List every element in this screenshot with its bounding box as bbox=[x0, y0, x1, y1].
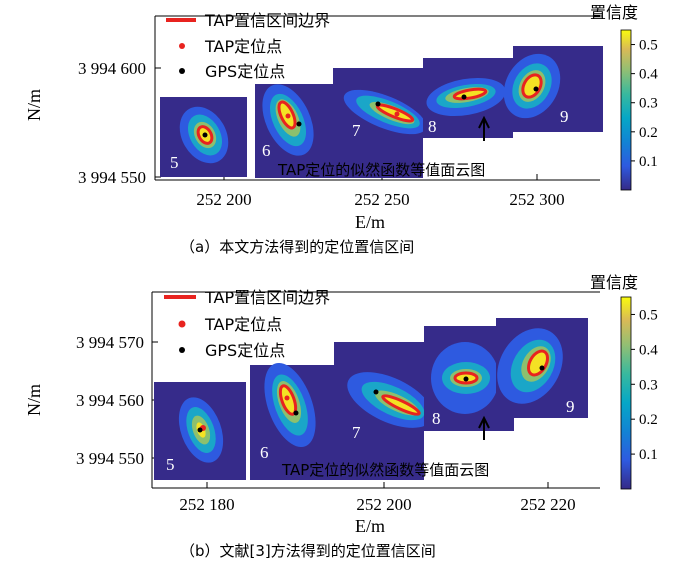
y-tick-label-b-1: 3 994 560 bbox=[76, 391, 144, 410]
legend-marker-tap bbox=[179, 43, 185, 49]
contour-panel-b-9: 9 bbox=[496, 318, 588, 418]
legend-a: TAP置信区间边界 TAP定位点 GPS定位点 bbox=[166, 11, 330, 81]
gps-point bbox=[293, 410, 299, 416]
colorbar-bar-b bbox=[620, 296, 632, 490]
y-tick-label-b-2: 3 994 550 bbox=[76, 449, 144, 468]
panel-label-a-9: 9 bbox=[560, 107, 569, 126]
gps-point bbox=[373, 389, 379, 395]
contour-panel-a-5: 5 bbox=[160, 97, 247, 177]
annotation-text-b: TAP定位的似然函数等值面云图 bbox=[281, 461, 489, 479]
caption-a: （a）本文方法得到的定位置信区间 bbox=[180, 238, 414, 256]
panel-label-a-8: 8 bbox=[428, 117, 437, 136]
colorbar-tick-label: 0.4 bbox=[639, 67, 658, 83]
confidence-boundary bbox=[381, 394, 421, 416]
colorbar-ticks-b: 0.1 0.2 0.3 0.4 0.5 bbox=[631, 307, 658, 463]
contour-panel-b-6: 6 bbox=[250, 362, 334, 480]
gps-point bbox=[463, 376, 469, 382]
colorbar-tick-label: 0.5 bbox=[639, 38, 658, 54]
gps-point bbox=[461, 94, 467, 100]
colorbar-tick-label: 0.3 bbox=[639, 96, 658, 112]
panel-label-a-6: 6 bbox=[262, 141, 271, 160]
x-tick-label-b-0: 252 180 bbox=[179, 495, 234, 514]
gps-point bbox=[197, 427, 203, 433]
subplot-a: 3 994 600 3 994 550 N/m 252 200 252 250 … bbox=[24, 3, 658, 256]
y-axis-label-a: N/m bbox=[24, 89, 44, 121]
legend-label-boundary: TAP置信区间边界 bbox=[204, 11, 330, 30]
legend-label-tap: TAP定位点 bbox=[204, 37, 282, 56]
caption-b: （b）文献[3]方法得到的定位置信区间 bbox=[180, 542, 436, 560]
legend-label-gps: GPS定位点 bbox=[205, 62, 285, 81]
annotation-arrow-b bbox=[478, 415, 490, 440]
colorbar-b: 置信度 0.1 0.2 0.3 0.4 0.5 bbox=[590, 273, 658, 490]
tap-point bbox=[284, 395, 290, 401]
colorbar-tick-label: 0.3 bbox=[639, 377, 658, 393]
x-axis-label-b: E/m bbox=[355, 516, 385, 536]
y-tick-label-a-1: 3 994 550 bbox=[78, 168, 146, 187]
panel-label-b-9: 9 bbox=[566, 397, 575, 416]
colorbar-tick-label: 0.4 bbox=[639, 342, 658, 358]
legend-label-tap: TAP定位点 bbox=[204, 315, 282, 334]
panel-label-b-6: 6 bbox=[260, 443, 269, 462]
y-axis-label-b: N/m bbox=[24, 384, 44, 416]
colorbar-tick-label: 0.1 bbox=[639, 447, 658, 463]
x-tick-label-b-1: 252 200 bbox=[356, 495, 411, 514]
gps-point bbox=[539, 365, 545, 371]
confidence-boundary bbox=[521, 73, 543, 99]
colorbar-tick-label: 0.1 bbox=[639, 154, 658, 170]
contour-panel-a-9: 9 bbox=[503, 46, 603, 132]
colorbar-tick-label: 0.2 bbox=[639, 125, 658, 141]
panel-label-a-5: 5 bbox=[170, 153, 179, 172]
x-tick-label-a-1: 252 250 bbox=[354, 190, 409, 209]
colorbar-tick-label: 0.2 bbox=[639, 412, 658, 428]
annotation-text-a: TAP定位的似然函数等值面云图 bbox=[277, 161, 485, 179]
gps-point bbox=[533, 86, 539, 92]
x-tick-label-a-2: 252 300 bbox=[509, 190, 564, 209]
colorbar-a: 置信度 0.1 0.2 0.3 0.4 0.5 bbox=[590, 3, 658, 191]
contour-panel-a-7: 7 bbox=[333, 68, 427, 178]
x-tick-label-a-0: 252 200 bbox=[196, 190, 251, 209]
legend-marker-gps bbox=[179, 68, 185, 74]
annotation-arrow-a bbox=[478, 115, 490, 141]
y-tick-label-b-0: 3 994 570 bbox=[76, 333, 144, 352]
y-tick-label-a-0: 3 994 600 bbox=[78, 59, 146, 78]
colorbar-title-a: 置信度 bbox=[590, 3, 638, 22]
panel-label-b-7: 7 bbox=[352, 423, 361, 442]
subplot-b: 3 994 570 3 994 560 3 994 550 N/m 252 18… bbox=[24, 273, 658, 560]
colorbar-ticks-a: 0.1 0.2 0.3 0.4 0.5 bbox=[631, 38, 658, 170]
gps-point bbox=[202, 132, 208, 138]
tap-point bbox=[394, 111, 400, 117]
gps-point bbox=[375, 101, 381, 107]
legend-marker-gps bbox=[179, 347, 185, 353]
colorbar-tick-label: 0.5 bbox=[639, 307, 658, 323]
colorbar-title-b: 置信度 bbox=[590, 273, 638, 292]
contour-panel-a-8: 8 bbox=[423, 58, 513, 141]
gps-point bbox=[296, 121, 302, 127]
contour-panel-b-5: 5 bbox=[154, 382, 246, 480]
x-tick-label-b-2: 252 220 bbox=[520, 495, 575, 514]
panel-label-b-8: 8 bbox=[432, 409, 441, 428]
panel-label-b-5: 5 bbox=[166, 455, 175, 474]
panel-label-a-7: 7 bbox=[352, 121, 361, 140]
legend-label-gps: GPS定位点 bbox=[205, 341, 285, 360]
legend-b: TAP置信区间边界 TAP定位点 GPS定位点 bbox=[164, 288, 330, 360]
contour-panel-a-6: 6 bbox=[255, 84, 333, 178]
tap-point bbox=[285, 113, 291, 119]
x-axis-label-a: E/m bbox=[355, 212, 385, 232]
colorbar-bar-a bbox=[620, 29, 632, 191]
legend-label-boundary: TAP置信区间边界 bbox=[204, 288, 330, 307]
legend-marker-tap bbox=[178, 320, 186, 328]
contour-panel-b-7: 7 bbox=[334, 342, 433, 480]
